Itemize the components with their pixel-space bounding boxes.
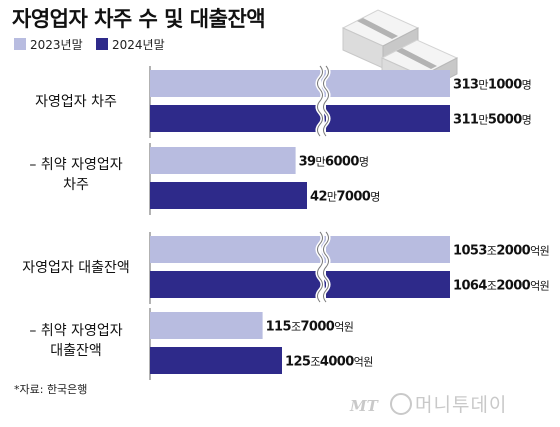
bar-2023 [150,312,263,339]
axis-break [317,231,323,303]
value-label: 39만6000명 [299,155,369,170]
value-label: 42만7000명 [310,190,380,205]
svg-text:MT: MT [349,397,380,415]
bars-layer: 313만1000명 311만5000명 39만6000명 42만7000명 1053조2… [149,64,550,380]
category-label: 대출잔액 [50,343,102,359]
category-label: 차주 [63,177,89,193]
bar-2023 [150,70,450,97]
category-label: 자영업자 대출잔액 [22,260,130,276]
value-label: 115조7000억원 [266,320,354,335]
bar-2024 [150,182,307,209]
legend: 2023년말 2024년말 [14,38,165,52]
value-label: 1064조2000억원 [453,279,549,294]
axis-break-fill [317,232,329,302]
bar-2023 [150,236,450,263]
bar-2023 [150,147,296,174]
source-note: *자료: 한국은행 [14,383,87,396]
category-label: – 취약 자영업자 [29,323,122,339]
axis-break-fill [317,66,329,136]
axis-break [323,65,329,137]
value-label: 125조4000억원 [285,355,373,370]
value-label: 1053조2000억원 [453,244,549,259]
category-label: – 취약 자영업자 [29,157,122,173]
category-label: 자영업자 차주 [35,94,117,110]
value-label: 313만1000명 [453,78,531,93]
legend-label-2023: 2023년말 [30,38,83,52]
legend-label-2024: 2024년말 [112,38,165,52]
chart-title: 자영업자 차주 수 및 대출잔액 [12,7,265,31]
bar-2024 [150,271,450,298]
bar-2024 [150,347,282,374]
axis-break [323,231,329,303]
watermark-text: 머니투데이 [415,394,507,416]
axis-break [317,65,323,137]
legend-swatch-2024 [96,38,108,50]
value-label: 311만5000명 [453,113,531,128]
legend-swatch-2023 [14,38,26,50]
publisher-logo: MT 머니투데이 [349,393,507,416]
bar-2024 [150,105,450,132]
